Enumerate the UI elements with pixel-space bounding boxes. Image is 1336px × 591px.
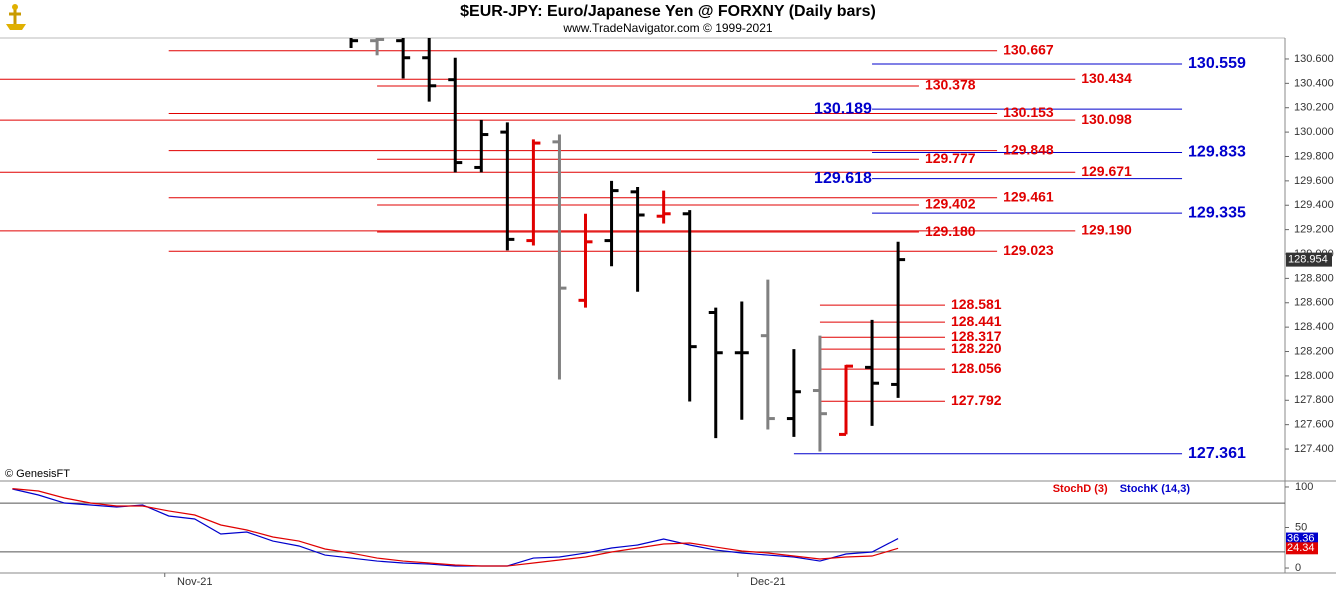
level-label: 129.190 — [1081, 222, 1132, 238]
y-tick-label: 128.600 — [1294, 297, 1334, 309]
y-tick-label: 127.600 — [1294, 419, 1334, 431]
y-tick-label: 129.800 — [1294, 150, 1334, 162]
level-label: 129.848 — [1003, 141, 1054, 157]
level-label: 129.180 — [925, 223, 976, 239]
legend-label: StochD (3) — [1053, 483, 1108, 495]
last-price-label: 128.954 — [1288, 254, 1328, 266]
level-label: 129.618 — [814, 170, 872, 187]
level-label: 129.777 — [925, 150, 976, 166]
level-label: 129.335 — [1188, 204, 1246, 221]
y-tick-label: 128.800 — [1294, 272, 1334, 284]
y-tick-label: 127.800 — [1294, 394, 1334, 406]
logo — [6, 4, 26, 30]
y-tick-label: 130.200 — [1294, 102, 1334, 114]
y-tick-label: 50 — [1295, 521, 1307, 533]
stoch-line — [12, 488, 899, 567]
y-tick-label: 129.200 — [1294, 224, 1334, 236]
level-label: 129.833 — [1188, 144, 1246, 161]
level-label: 130.098 — [1081, 111, 1132, 127]
level-label: 128.581 — [951, 296, 1002, 312]
level-label: 129.402 — [925, 196, 976, 212]
y-tick-label: 128.200 — [1294, 345, 1334, 357]
y-tick-label: 129.400 — [1294, 199, 1334, 211]
y-tick-label: 128.000 — [1294, 370, 1334, 382]
level-label: 127.792 — [951, 392, 1002, 408]
last-value-label: 24.34 — [1287, 542, 1315, 554]
level-label: 130.434 — [1081, 70, 1132, 86]
stoch-line — [12, 487, 899, 567]
last-price-box — [1286, 252, 1332, 267]
level-label: 130.378 — [925, 77, 976, 93]
level-label: 130.559 — [1188, 55, 1246, 72]
level-label: 128.220 — [951, 340, 1002, 356]
x-tick-label: Dec-21 — [750, 576, 785, 588]
y-tick-label: 100 — [1295, 481, 1313, 493]
price-plot — [0, 38, 1183, 455]
level-label: 130.667 — [1003, 42, 1054, 58]
y-tick-label: 127.400 — [1294, 443, 1334, 455]
last-value-box — [1286, 542, 1318, 555]
level-label: 130.189 — [814, 100, 872, 117]
credit: © GenesisFT — [5, 468, 70, 480]
level-label: 128.317 — [951, 328, 1002, 344]
level-label: 129.671 — [1081, 163, 1132, 179]
y-tick-label: 130.400 — [1294, 77, 1334, 89]
chart-title: $EUR-JPY: Euro/Japanese Yen @ FORXNY (Da… — [460, 3, 876, 20]
legend-label: StochK (14,3) — [1120, 483, 1191, 495]
level-label: 128.056 — [951, 360, 1002, 376]
x-tick-label: Nov-21 — [177, 576, 212, 588]
chart-subtitle: www.TradeNavigator.com © 1999-2021 — [562, 21, 772, 35]
level-label: 127.361 — [1188, 445, 1246, 462]
y-tick-label: 130.000 — [1294, 126, 1334, 138]
last-value-box — [1286, 532, 1318, 545]
y-tick-label: 128.400 — [1294, 321, 1334, 333]
level-label: 128.441 — [951, 313, 1002, 329]
y-tick-label: 0 — [1295, 562, 1301, 574]
level-label: 130.153 — [1003, 104, 1054, 120]
y-tick-label: 129.600 — [1294, 175, 1334, 187]
level-label: 129.023 — [1003, 242, 1054, 258]
y-tick-label: 130.600 — [1294, 53, 1334, 65]
level-label: 129.461 — [1003, 189, 1054, 205]
last-value-label: 36.36 — [1287, 532, 1315, 544]
